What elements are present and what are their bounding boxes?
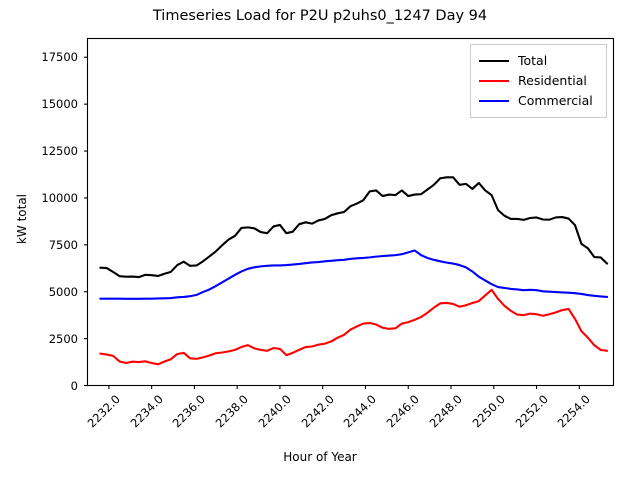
axes-frame: [86, 37, 615, 387]
x-axis-label: Hour of Year: [283, 450, 357, 464]
legend-item-residential: Residential: [479, 71, 598, 91]
legend-swatch-residential: [479, 80, 509, 82]
y-tick-label: 17500: [41, 50, 78, 65]
y-tick-label: 5000: [48, 284, 78, 299]
y-tick-label: 10000: [41, 190, 78, 205]
data-lines: [99, 176, 609, 366]
series-line-residential: [99, 288, 609, 366]
chart-title: Timeseries Load for P2U p2uhs0_1247 Day …: [152, 8, 488, 24]
legend-label-total: Total: [518, 52, 548, 68]
legend-item-commercial: Commercial: [479, 91, 598, 111]
y-tick-label: 2500: [48, 331, 78, 346]
series-line-commercial: [99, 249, 609, 300]
chart-legend: Total Residential Commercial: [470, 44, 607, 118]
tick-marks: [84, 56, 580, 389]
y-tick-label: 7500: [48, 237, 78, 252]
legend-item-total: Total: [479, 51, 598, 71]
legend-label-residential: Residential: [518, 72, 587, 88]
legend-swatch-commercial: [479, 100, 509, 102]
series-line-total: [99, 176, 609, 279]
y-tick-label: 0: [70, 378, 78, 393]
y-tick-label: 15000: [41, 97, 78, 112]
y-axis-label: kW total: [15, 193, 29, 245]
y-tick-label: 12500: [41, 144, 78, 159]
legend-swatch-total: [479, 60, 509, 62]
legend-label-commercial: Commercial: [518, 92, 593, 108]
